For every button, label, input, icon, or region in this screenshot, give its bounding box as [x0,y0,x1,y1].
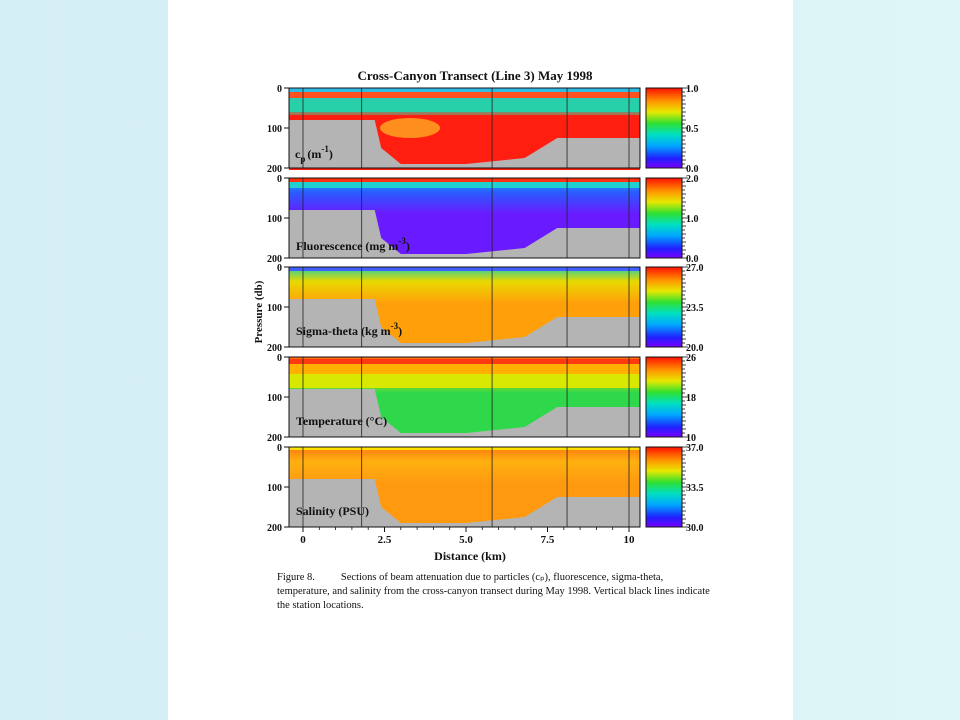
panel-label: cp (m-1) [295,144,333,164]
colorbar-1: 2.0 1.0 0.0 [645,174,699,265]
y-tick-label: 100 [267,303,282,314]
x-tick-label: 5.0 [459,534,473,546]
caption-figure-number: Figure 8. [277,572,315,583]
x-tick-label: 7.5 [541,534,555,546]
figure-caption: Figure 8. Sections of beam attenuation du… [277,571,717,613]
x-axis-label: Distance (km) [434,549,506,563]
bathymetry [289,479,640,527]
caption-text: Sections of beam attenuation due to part… [277,572,710,611]
colorbar-label: 1.0 [686,84,699,95]
mid-patch [380,118,440,138]
y-tick-label: 100 [267,214,282,225]
bathymetry [289,210,640,258]
panel-label: Salinity (PSU) [296,504,369,518]
y-tick-label: 100 [267,483,282,494]
colorbar-gradient [645,266,683,348]
colorbar-gradient [645,177,683,259]
surface-layer [289,267,640,271]
panel-1: 0 100 200 Fluorescence (mg m-3) [267,174,641,265]
figure-title: Cross-Canyon Transect (Line 3) May 1998 [357,68,593,83]
colorbar-label: 33.5 [686,483,704,494]
colorbar-label: 2.0 [686,174,699,185]
panel-label: Sigma-theta (kg m-3) [296,321,402,338]
y-tick-label: 0 [277,353,282,364]
colorbar-label: 23.5 [686,303,704,314]
colorbar-4: 37.0 33.5 30.0 [645,443,704,534]
panel-label: Temperature (°C) [296,414,387,428]
y-tick-label: 0 [277,174,282,185]
colorbar-label: 10 [686,433,696,444]
y-tick-label: 200 [267,254,282,265]
upper-layer [289,100,640,112]
colorbar-label: 18 [686,393,696,404]
y-tick-label: 200 [267,343,282,354]
thermocline [289,374,640,388]
colorbar-3: 26 18 10 [645,353,696,444]
bathymetry [289,299,640,347]
y-axis-label: Pressure (db) [253,280,265,343]
colorbar-label: 0.0 [686,164,699,175]
surface-layer [289,447,640,450]
panel-label: Fluorescence (mg m-3) [296,236,410,253]
colorbar-0: 1.0 0.5 0.0 [645,84,699,175]
upper-layer [289,182,640,188]
panel-0: 0 100 200 cp (m-1) [267,84,641,175]
colorbar-label: 26 [686,353,696,364]
surface-layer [289,359,640,364]
colorbar-gradient [645,446,683,528]
y-tick-label: 200 [267,164,282,175]
panel-3: 0 100 200 Temperature (°C) [267,353,641,444]
colorbar-label: 30.0 [686,523,704,534]
colorbar-label: 0.0 [686,254,699,265]
y-tick-label: 0 [277,443,282,454]
panel-2: 0 100 200 Sigma-theta (kg m-3) [267,263,641,354]
panel-4: 0 100 200 Salinity (PSU) [267,443,641,534]
colorbar-gradient [645,87,683,169]
y-tick-label: 100 [267,124,282,135]
colorbar-2: 27.0 23.5 20.0 [645,263,704,354]
y-tick-label: 100 [267,393,282,404]
y-tick-label: 200 [267,433,282,444]
x-tick-label: 10 [624,534,636,546]
colorbar-label: 1.0 [686,214,699,225]
colorbar-label: 20.0 [686,343,704,354]
colorbar-gradient [645,356,683,438]
upper-layer [289,364,640,374]
bathymetry [289,389,640,437]
x-tick-label: 0 [300,534,306,546]
colorbar-label: 27.0 [686,263,704,274]
colorbar-label: 0.5 [686,124,699,135]
colorbar-label: 37.0 [686,443,704,454]
surface-layer [289,178,640,182]
x-tick-label: 2.5 [378,534,392,546]
y-tick-label: 0 [277,263,282,274]
y-tick-label: 0 [277,84,282,95]
y-tick-label: 200 [267,523,282,534]
surface-layer [289,92,640,98]
bathymetry [289,120,640,168]
